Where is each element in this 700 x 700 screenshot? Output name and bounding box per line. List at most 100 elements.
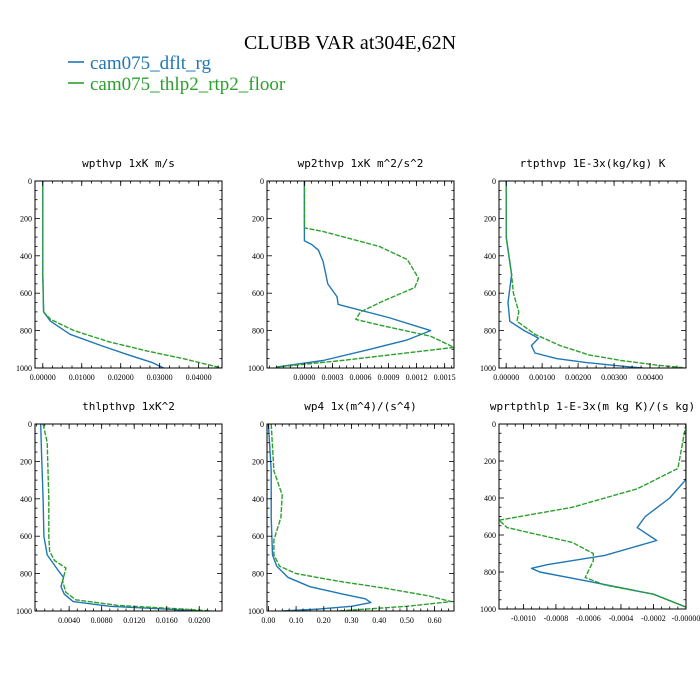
- x-tick-label: 0.00000: [493, 373, 519, 382]
- x-tick-label: 0.0160: [156, 616, 178, 625]
- series-line-1: [530, 424, 686, 608]
- series-line-2: [42, 424, 212, 611]
- y-tick-label: 800: [252, 327, 264, 336]
- x-tick-label: 0.0000: [293, 373, 315, 382]
- y-tick-label: 1000: [248, 364, 264, 373]
- x-tick-label: 0.30: [344, 616, 358, 625]
- y-tick-label: 1000: [16, 364, 32, 373]
- x-tick-label: 0.00400: [637, 373, 663, 382]
- x-tick-label: 0.0006: [350, 373, 372, 382]
- plot-frame: [498, 180, 687, 369]
- legend-item-2: cam075_thlp2_rtp2_floor: [68, 74, 286, 95]
- y-tick-label: 200: [484, 214, 496, 223]
- x-tick-label: 0.00200: [565, 373, 591, 382]
- y-tick-label: 0: [28, 420, 32, 429]
- x-tick-label: 0.04000: [186, 373, 212, 382]
- panel-2: wp2thvp 1xK m^2/s^2 0 200 400 600 800 1000 0.00…: [248, 157, 456, 382]
- y-tick-label: 0: [492, 177, 496, 186]
- x-tick-label: -0.00000: [672, 614, 700, 623]
- x-tick-label: 0.02000: [108, 373, 134, 382]
- legend-label-2: cam075_thlp2_rtp2_floor: [90, 74, 286, 95]
- y-tick-label: 400: [484, 494, 496, 503]
- y-tick-label: 1000: [480, 605, 496, 614]
- x-tick-label: 0.0003: [321, 373, 343, 382]
- y-tick-label: 600: [484, 531, 496, 540]
- series-line-1: [40, 424, 200, 611]
- x-tick-label: 0.01000: [69, 373, 95, 382]
- panel-3: rtpthvp 1E-3x(kg/kg) K020040060080010000…: [480, 157, 687, 382]
- y-tick-label: 400: [20, 252, 32, 261]
- y-tick-label: 600: [20, 532, 32, 541]
- y-tick-label: 200: [20, 214, 32, 223]
- x-tick-label: 0.0080: [91, 616, 113, 625]
- series-line-1: [505, 181, 643, 368]
- y-tick-label: 600: [252, 532, 264, 541]
- y-tick-label: 0: [260, 177, 264, 186]
- x-tick-label: 0.0040: [58, 616, 80, 625]
- x-tick-label: 0.20: [317, 616, 331, 625]
- series-line-1: [276, 181, 432, 368]
- panel-title: wpthvp 1xK m/s: [82, 157, 175, 170]
- y-tick-label: 400: [484, 252, 496, 261]
- y-tick-label: 400: [252, 252, 264, 261]
- y-tick-label: 800: [20, 570, 32, 579]
- y-tick-label: 0: [260, 420, 264, 429]
- x-tick-label: -0.0004: [609, 614, 634, 623]
- panel-title: rtpthvp 1E-3x(kg/kg) K: [520, 157, 666, 170]
- y-tick-label: 200: [484, 457, 496, 466]
- series-line-2: [270, 424, 452, 611]
- series-line-1: [267, 424, 372, 611]
- y-tick-label: 200: [20, 457, 32, 466]
- x-tick-label: 0.0015: [434, 373, 456, 382]
- x-tick-label: -0.0010: [511, 614, 536, 623]
- panel-title: wp4 1x(m^4)/(s^4): [304, 400, 417, 413]
- y-tick-label: 400: [252, 495, 264, 504]
- plot-frame: [34, 180, 223, 369]
- plot-frame: [266, 180, 455, 369]
- panel-6: wprtpthlp 1-E-3x(m kg K)/(s kg) 0 200 400 60…: [480, 400, 700, 623]
- series-line-2: [499, 424, 686, 608]
- y-tick-label: 200: [252, 457, 264, 466]
- y-tick-label: 800: [484, 568, 496, 577]
- y-tick-label: 800: [484, 327, 496, 336]
- panel-title: wprtpthlp 1-E-3x(m kg K)/(s kg): [490, 400, 695, 413]
- panel-title: thlpthvp 1xK^2: [82, 400, 175, 413]
- y-tick-label: 1000: [480, 364, 496, 373]
- y-tick-label: 0: [28, 177, 32, 186]
- y-tick-label: 800: [20, 327, 32, 336]
- legend: cam075_dflt_rg cam075_thlp2_rtp2_floor: [68, 53, 286, 95]
- plot-frame: [498, 423, 687, 610]
- y-tick-label: 400: [20, 495, 32, 504]
- x-tick-label: 0.0009: [378, 373, 400, 382]
- y-tick-label: 200: [252, 214, 264, 223]
- y-tick-label: 800: [252, 570, 264, 579]
- series-line-2: [276, 181, 454, 368]
- panel-title: wp2thvp 1xK m^2/s^2: [298, 157, 424, 170]
- legend-label-1: cam075_dflt_rg: [90, 53, 212, 74]
- x-tick-label: 0.00100: [529, 373, 555, 382]
- plot-frame: [266, 423, 455, 612]
- x-tick-label: 0.0200: [188, 616, 210, 625]
- y-tick-label: 600: [484, 289, 496, 298]
- x-tick-label: 0.0120: [123, 616, 145, 625]
- y-tick-label: 1000: [16, 607, 32, 616]
- main-title: CLUBB VAR at304E,62N: [244, 32, 456, 54]
- x-tick-label: 0.00300: [601, 373, 627, 382]
- x-tick-label: 0.00000: [30, 373, 56, 382]
- x-tick-label: 0.00: [261, 616, 275, 625]
- series-line-2: [42, 181, 222, 368]
- y-tick-label: 600: [20, 289, 32, 298]
- x-tick-label: -0.0008: [544, 614, 569, 623]
- series-line-2: [505, 181, 686, 368]
- x-tick-label: 0.50: [400, 616, 414, 625]
- y-tick-label: 600: [252, 289, 264, 298]
- x-tick-label: 0.0012: [406, 373, 428, 382]
- x-tick-label: 0.10: [289, 616, 303, 625]
- x-tick-label: 0.60: [428, 616, 442, 625]
- panel-4: thlpthvp 1xK^2 0 200 400 600 800 1000 0.0040 0.0…: [16, 400, 223, 625]
- x-tick-label: -0.0006: [576, 614, 601, 623]
